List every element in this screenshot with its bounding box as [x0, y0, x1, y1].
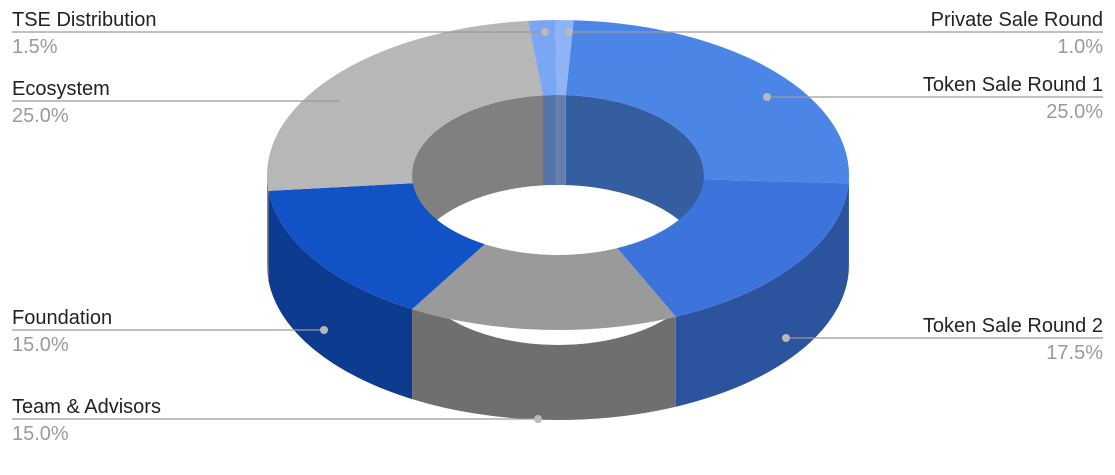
leader-dot — [320, 326, 328, 334]
slice-side-token-sale-round-2 — [675, 183, 849, 407]
label-team-and-advisors: Team & Advisors 15.0% — [12, 396, 542, 445]
label-tse-distribution: TSE Distribution 1.5% — [12, 9, 549, 58]
leader-dot — [541, 28, 549, 36]
slice-side-ecosystem — [267, 175, 269, 281]
slice-name-label: TSE Distribution — [12, 9, 157, 31]
slice-name-label: Token Sale Round 1 — [923, 74, 1103, 96]
slice-private-sale-round — [555, 19, 574, 96]
slice-name-label: Team & Advisors — [12, 396, 161, 418]
label-private-sale-round: Private Sale Round 1.0% — [565, 9, 1103, 58]
slice-side-foundation — [268, 190, 413, 400]
slice-name-label: Private Sale Round — [931, 9, 1103, 31]
leader-dot — [763, 93, 771, 101]
slice-value-label: 1.5% — [12, 36, 58, 58]
slice-value-label: 15.0% — [12, 334, 69, 356]
slice-value-label: 17.5% — [1046, 342, 1103, 364]
leader-dot — [565, 28, 573, 36]
donut-slices — [267, 19, 849, 330]
slice-tse-distribution — [528, 20, 557, 96]
slice-inner-wall-ecosystem — [412, 95, 543, 266]
slice-value-label: 1.0% — [1057, 36, 1103, 58]
label-token-sale-round-2: Token Sale Round 2 17.5% — [782, 315, 1103, 364]
slice-name-label: Token Sale Round 2 — [923, 315, 1103, 337]
leader-dot — [782, 334, 790, 342]
leader-dot — [534, 415, 542, 423]
slice-foundation — [268, 183, 485, 310]
slice-value-label: 25.0% — [1046, 101, 1103, 123]
slice-name-label: Foundation — [12, 307, 112, 329]
label-foundation: Foundation 15.0% — [12, 307, 328, 356]
slice-value-label: 15.0% — [12, 423, 69, 445]
leader-dot — [340, 97, 348, 105]
slice-value-label: 25.0% — [12, 105, 69, 127]
slice-labels: Private Sale Round 1.0% Token Sale Round 1… — [12, 9, 1103, 445]
slice-token-sale-round-1 — [565, 20, 849, 184]
slice-token-sale-round-2 — [617, 179, 849, 317]
slice-name-label: Ecosystem — [12, 78, 110, 100]
slice-inner-wall-private-sale-round — [556, 95, 566, 186]
label-token-sale-round-1: Token Sale Round 1 25.0% — [763, 74, 1103, 123]
label-ecosystem: Ecosystem 25.0% — [12, 78, 348, 127]
slice-ecosystem — [267, 20, 543, 191]
slice-inner-wall-token-sale-round-1 — [565, 95, 704, 265]
slice-inner-wall-tse-distribution — [542, 95, 557, 186]
slice-team-and-advisors — [412, 244, 676, 330]
